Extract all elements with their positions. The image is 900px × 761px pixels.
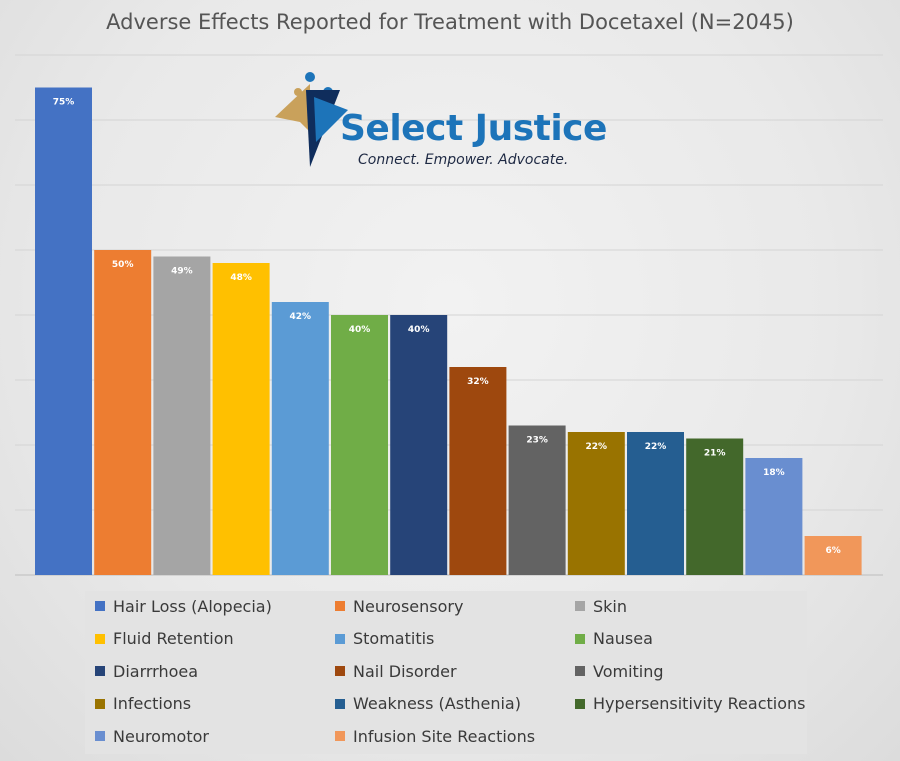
logo-name: Select Justice <box>340 108 607 149</box>
legend-item: Vomiting <box>575 661 664 681</box>
bar <box>390 315 448 575</box>
legend-item: Neurosensory <box>335 596 463 616</box>
legend-swatch <box>95 601 105 611</box>
legend-swatch <box>575 666 585 676</box>
logo-mark-icon <box>275 72 348 167</box>
legend-swatch <box>335 731 345 741</box>
legend-item: Stomatitis <box>335 629 434 649</box>
legend-item: Nail Disorder <box>335 661 457 681</box>
legend-swatch <box>575 698 585 709</box>
bar <box>94 250 152 575</box>
data-label: 22% <box>586 442 608 452</box>
legend-label: Infections <box>113 694 192 713</box>
legend-item: Neuromotor <box>95 726 209 746</box>
bar <box>153 256 211 575</box>
legend-swatch <box>335 633 345 644</box>
legend-label: Diarrrhoea <box>113 661 199 681</box>
legend-swatch <box>575 633 585 644</box>
legend-label: Stomatitis <box>353 629 435 648</box>
legend-label: Infusion Site Reactions <box>353 726 536 746</box>
bar <box>271 302 329 575</box>
legend-swatch <box>335 698 345 709</box>
legend-item: Infections <box>95 694 191 714</box>
bar <box>686 438 744 575</box>
data-labels: 75% 50% 49% 48% 42% 40% 40% 32% 23% 22% 22% 21% 18% 6… <box>53 98 841 557</box>
bar <box>331 315 388 575</box>
legend-item: Weakness (Asthenia) <box>335 694 521 714</box>
data-label: 18% <box>763 468 785 478</box>
legend-item: Hair Loss (Alopecia) <box>95 596 272 616</box>
legend-swatch <box>95 633 105 644</box>
data-label: 75% <box>53 98 75 108</box>
data-label: 6% <box>825 546 840 556</box>
logo-tagline: Connect. Empower. Advocate. <box>358 152 569 168</box>
legend-item: Hypersensitivity Reactions <box>575 694 805 714</box>
legend-label: Neurosensory <box>353 596 464 616</box>
legend-item: Diarrrhoea <box>95 661 198 681</box>
legend-label: Vomiting <box>593 661 664 681</box>
legend-item: Infusion Site Reactions <box>335 726 535 746</box>
data-label: 32% <box>467 377 489 387</box>
legend-swatch <box>575 601 585 611</box>
legend-item: Fluid Retention <box>95 629 234 649</box>
legend-label: Hypersensitivity Reactions <box>593 694 806 713</box>
legend-label: Neuromotor <box>113 726 209 746</box>
legend-label: Nail Disorder <box>353 661 457 681</box>
bar <box>627 432 684 575</box>
legend-item: Skin <box>575 596 627 616</box>
data-label: 21% <box>704 449 726 459</box>
bar <box>745 458 803 575</box>
bar <box>35 87 92 575</box>
legend-swatch <box>335 601 345 611</box>
legend-swatch <box>95 666 105 676</box>
data-label: 40% <box>408 325 430 335</box>
legend-swatch <box>335 666 345 676</box>
data-label: 23% <box>526 436 548 446</box>
chart-title: Adverse Effects Reported for Treatment w… <box>106 10 794 34</box>
legend-swatch <box>95 698 105 709</box>
bar <box>212 263 270 575</box>
bar <box>449 367 507 575</box>
bar <box>508 425 566 575</box>
legend-label: Weakness (Asthenia) <box>353 694 521 713</box>
legend-label: Fluid Retention <box>113 629 234 648</box>
legend-item: Nausea <box>575 629 653 649</box>
select-justice-logo: Select Justice Connect. Empower. Advocat… <box>270 72 620 177</box>
data-label: 48% <box>230 273 252 283</box>
legend-swatch <box>95 731 105 741</box>
legend-label: Skin <box>593 596 628 616</box>
data-label: 42% <box>290 312 312 322</box>
data-label: 40% <box>349 325 371 335</box>
bars <box>35 87 862 575</box>
data-label: 50% <box>112 260 134 270</box>
bar-chart: 75% 50% 49% 48% 42% 40% 40% 32% 23% 22% 22% 21% 18% 6… <box>15 54 883 576</box>
data-label: 22% <box>645 442 667 452</box>
bar <box>567 432 625 575</box>
legend-label: Nausea <box>593 629 653 648</box>
data-label: 49% <box>171 267 193 277</box>
legend-label: Hair Loss (Alopecia) <box>113 596 272 616</box>
chart-legend: Hair Loss (Alopecia) Neurosensory Skin Flui… <box>85 591 807 754</box>
bar <box>804 536 862 575</box>
